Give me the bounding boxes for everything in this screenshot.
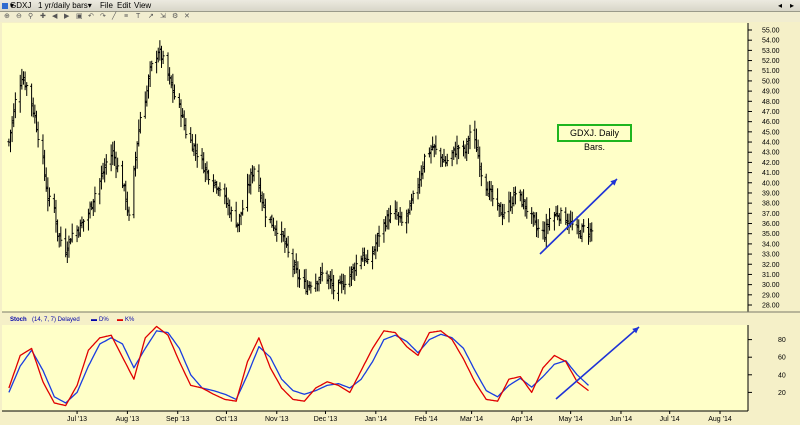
measure-icon[interactable]: ⇲ bbox=[160, 13, 166, 20]
chart-icon bbox=[2, 2, 8, 9]
dropdown-arrow-icon: ▾ bbox=[10, 1, 15, 10]
x-tick-label: Sep '13 bbox=[166, 416, 190, 423]
x-tick-label: Oct '13 bbox=[215, 416, 237, 423]
period-menu[interactable]: 1 yr/daily bars▾ bbox=[38, 0, 92, 11]
price-y-tick-label: 46.00 bbox=[762, 119, 780, 126]
price-y-tick-label: 37.00 bbox=[762, 211, 780, 218]
price-y-tick-label: 53.00 bbox=[762, 48, 780, 55]
price-y-tick-label: 42.00 bbox=[762, 160, 780, 167]
trend-arrows bbox=[539, 178, 640, 400]
file-menu[interactable]: File bbox=[100, 1, 113, 10]
pan-right-icon[interactable]: ▶ bbox=[64, 13, 70, 20]
scroll-right-arrow-icon[interactable]: ▸ bbox=[790, 1, 795, 10]
stoch-name: Stoch bbox=[10, 317, 27, 323]
x-tick-label: Apr '14 bbox=[511, 416, 533, 423]
draw-line-icon[interactable]: ╱ bbox=[112, 13, 117, 20]
redo-icon[interactable]: ↷ bbox=[100, 13, 106, 20]
stoch-y-tick-label: 20 bbox=[778, 390, 786, 397]
stoch-d-line bbox=[8, 330, 589, 404]
stoch-y-tick-label: 80 bbox=[778, 337, 786, 344]
period-menu-label: 1 yr/daily bars bbox=[38, 1, 88, 10]
d-legend-label: D% bbox=[99, 317, 109, 323]
chart-menu-bar: GDXJ ▾ 1 yr/daily bars▾ File Edit View ◂ … bbox=[0, 0, 800, 12]
k-legend-swatch: ▬ bbox=[117, 317, 123, 323]
stoch-y-tick-label: 40 bbox=[778, 372, 786, 379]
stoch-trend-arrow bbox=[555, 326, 640, 400]
x-tick-label: Jul '13 bbox=[67, 416, 87, 423]
price-y-tick-label: 49.00 bbox=[762, 89, 780, 96]
crosshair-icon[interactable]: ✚ bbox=[40, 13, 46, 20]
fib-icon[interactable]: ≡ bbox=[124, 13, 129, 20]
price-y-tick-label: 28.00 bbox=[762, 303, 780, 310]
x-tick-label: Jun '14 bbox=[610, 416, 632, 423]
x-tick-label: Nov '13 bbox=[265, 416, 289, 423]
x-tick-label: Mar '14 bbox=[460, 416, 483, 423]
price-plot-area[interactable] bbox=[2, 23, 748, 312]
fit-icon[interactable]: ▣ bbox=[76, 13, 83, 20]
price-y-tick-label: 30.00 bbox=[762, 282, 780, 289]
price-y-tick-label: 39.00 bbox=[762, 190, 780, 197]
tools-bar: ⊕ ⊖ ⚲ ✚ ◀ ▶ ▣ ↶ ↷ ╱ ≡ T ↗ ⇲ ⚙ ✕ bbox=[0, 12, 800, 22]
x-tick-label: Feb '14 bbox=[415, 416, 438, 423]
stoch-legend: Stoch (14, 7, 7) Delayed ▬ D% ▬ K% bbox=[2, 315, 162, 325]
symbol-menu-label: GDXJ bbox=[10, 1, 32, 10]
axes: 28.00 29.00 30.00 31.00 32.00 33.00 34.00 35.00… bbox=[2, 23, 800, 423]
x-tick-label: Aug '14 bbox=[708, 416, 732, 423]
price-y-tick-label: 36.00 bbox=[762, 221, 780, 228]
stoch-trend-arrow-head bbox=[632, 327, 639, 334]
stoch-k-line bbox=[8, 325, 589, 407]
zoom-out-icon[interactable]: ⊖ bbox=[16, 13, 22, 20]
symbol-menu[interactable]: GDXJ ▾ bbox=[2, 0, 31, 11]
price-bars bbox=[7, 40, 594, 302]
edit-menu[interactable]: Edit bbox=[117, 1, 131, 10]
arrow-tool-icon[interactable]: ↗ bbox=[148, 13, 154, 20]
pan-left-icon[interactable]: ◀ bbox=[52, 13, 58, 20]
price-y-tick-label: 40.00 bbox=[762, 180, 780, 187]
price-y-tick-label: 47.00 bbox=[762, 109, 780, 116]
price-trend-arrow bbox=[539, 178, 618, 255]
price-y-tick-label: 33.00 bbox=[762, 252, 780, 259]
undo-icon[interactable]: ↶ bbox=[88, 13, 94, 20]
price-y-tick-label: 38.00 bbox=[762, 201, 780, 208]
stoch-y-tick-label: 60 bbox=[778, 355, 786, 362]
magnify-icon[interactable]: ⚲ bbox=[28, 13, 34, 20]
price-y-tick-label: 34.00 bbox=[762, 241, 780, 248]
price-trend-arrow-head bbox=[610, 179, 617, 186]
zoom-in-icon[interactable]: ⊕ bbox=[4, 13, 10, 20]
stoch-params: (14, 7, 7) Delayed bbox=[32, 317, 80, 323]
stoch-lines bbox=[8, 325, 589, 407]
price-y-tick-label: 43.00 bbox=[762, 150, 780, 157]
price-y-tick-label: 41.00 bbox=[762, 170, 780, 177]
x-tick-label: Aug '13 bbox=[116, 416, 140, 423]
price-y-tick-label: 54.00 bbox=[762, 38, 780, 45]
dropdown-arrow-icon: ▾ bbox=[87, 1, 92, 10]
price-y-tick-label: 52.00 bbox=[762, 58, 780, 65]
price-y-tick-label: 44.00 bbox=[762, 140, 780, 147]
price-y-tick-label: 31.00 bbox=[762, 272, 780, 279]
price-y-tick-label: 32.00 bbox=[762, 262, 780, 269]
chart-annotation[interactable]: GDXJ. Daily Bars. bbox=[557, 124, 632, 152]
x-tick-label: Jan '14 bbox=[365, 416, 387, 423]
x-tick-label: May '14 bbox=[558, 416, 582, 423]
x-tick-label: Jul '14 bbox=[660, 416, 680, 423]
x-tick-label: Dec '13 bbox=[314, 416, 338, 423]
price-y-tick-label: 29.00 bbox=[762, 292, 780, 299]
price-y-tick-label: 55.00 bbox=[762, 28, 780, 35]
delete-icon[interactable]: ✕ bbox=[184, 13, 190, 20]
price-y-tick-label: 45.00 bbox=[762, 129, 780, 136]
price-y-tick-label: 51.00 bbox=[762, 68, 780, 75]
k-legend-label: K% bbox=[125, 317, 135, 323]
price-y-tick-label: 35.00 bbox=[762, 231, 780, 238]
d-legend-swatch: ▬ bbox=[91, 317, 97, 323]
price-y-tick-label: 50.00 bbox=[762, 78, 780, 85]
price-y-tick-label: 48.00 bbox=[762, 99, 780, 106]
settings-icon[interactable]: ⚙ bbox=[172, 13, 179, 20]
view-menu[interactable]: View bbox=[134, 1, 152, 10]
scroll-left-arrow-icon[interactable]: ◂ bbox=[778, 1, 783, 10]
text-tool-icon[interactable]: T bbox=[136, 13, 141, 20]
